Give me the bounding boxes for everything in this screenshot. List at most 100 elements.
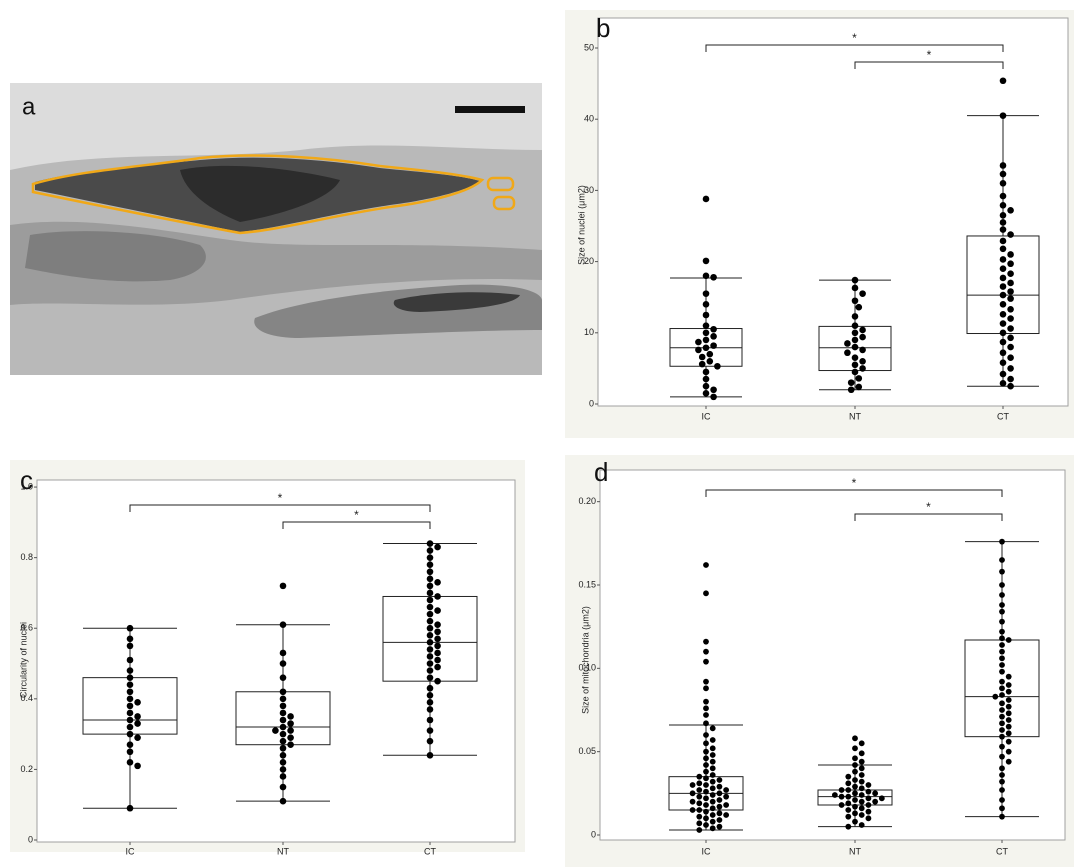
data-point: [703, 762, 709, 768]
data-point: [134, 720, 141, 727]
data-point: [872, 799, 878, 805]
x-tick-label: NT: [849, 411, 861, 421]
data-point: [852, 804, 858, 810]
data-point: [852, 285, 859, 292]
data-point: [703, 649, 709, 655]
data-point: [1006, 724, 1012, 730]
data-point: [859, 792, 865, 798]
data-point: [427, 660, 434, 667]
data-point: [717, 784, 723, 790]
data-point: [1007, 365, 1014, 372]
data-point: [852, 297, 859, 304]
data-point: [999, 805, 1005, 811]
data-point: [127, 703, 134, 710]
data-point: [695, 339, 702, 346]
data-point: [999, 814, 1005, 820]
data-point: [280, 766, 287, 773]
data-point: [1007, 306, 1014, 313]
y-tick-label: 20: [584, 256, 594, 266]
data-point: [427, 717, 434, 724]
data-point: [434, 579, 441, 586]
data-point: [999, 727, 1005, 733]
data-point: [1007, 376, 1014, 383]
data-point: [710, 785, 716, 791]
data-point: [852, 797, 858, 803]
data-point: [280, 660, 287, 667]
data-point: [1000, 359, 1007, 366]
data-point: [710, 333, 717, 340]
data-point: [280, 752, 287, 759]
data-point: [845, 780, 851, 786]
data-point: [703, 659, 709, 665]
data-point: [710, 394, 717, 401]
data-point: [1006, 674, 1012, 680]
data-point: [703, 789, 709, 795]
data-point: [859, 347, 866, 354]
data-point: [872, 790, 878, 796]
data-point: [1000, 330, 1007, 337]
data-point: [434, 607, 441, 614]
significance-label: *: [852, 31, 857, 45]
data-point: [427, 706, 434, 713]
data-point: [866, 802, 872, 808]
page: {"image_panel": {"label": "a"}, "chart_d…: [0, 0, 1074, 867]
data-point: [434, 678, 441, 685]
data-point: [703, 755, 709, 761]
data-point: [999, 557, 1005, 563]
data-point: [999, 539, 1005, 545]
data-point: [717, 804, 723, 810]
data-point: [710, 745, 716, 751]
y-tick-label: 0.20: [578, 496, 596, 506]
data-point: [703, 337, 710, 344]
data-point: [852, 769, 858, 775]
data-point: [866, 782, 872, 788]
data-point: [280, 731, 287, 738]
data-point: [717, 817, 723, 823]
data-point: [127, 731, 134, 738]
scale-bar: [455, 106, 525, 113]
data-point: [703, 301, 710, 308]
data-point: [280, 674, 287, 681]
data-point: [699, 361, 706, 368]
data-point: [287, 727, 294, 734]
data-point: [859, 334, 866, 341]
data-point: [1000, 77, 1007, 84]
data-point: [852, 344, 859, 351]
y-tick-label: 0: [28, 834, 33, 844]
y-tick-label: 0.10: [578, 663, 596, 673]
data-point: [703, 562, 709, 568]
data-point: [999, 714, 1005, 720]
data-point: [280, 583, 287, 590]
data-point: [866, 815, 872, 821]
data-point: [848, 386, 855, 393]
data-point: [717, 790, 723, 796]
data-point: [127, 724, 134, 731]
data-point: [695, 347, 702, 354]
data-point: [703, 720, 709, 726]
y-tick-label: 0.4: [20, 693, 33, 703]
data-point: [703, 802, 709, 808]
y-tick-label: 0: [591, 829, 596, 839]
data-point: [127, 805, 134, 812]
data-point: [434, 636, 441, 643]
data-point: [427, 699, 434, 706]
data-point: [280, 703, 287, 710]
data-point: [859, 785, 865, 791]
data-point: [1000, 371, 1007, 378]
data-point: [703, 740, 709, 746]
x-tick-label: IC: [702, 411, 712, 421]
panel-label: d: [594, 457, 608, 487]
data-point: [999, 649, 1005, 655]
data-point: [272, 727, 279, 734]
data-point: [134, 734, 141, 741]
data-point: [1000, 162, 1007, 169]
data-point: [427, 597, 434, 604]
data-point: [1006, 697, 1012, 703]
data-point: [710, 725, 716, 731]
data-point: [696, 774, 702, 780]
x-tick-label: CT: [997, 411, 1009, 421]
data-point: [710, 779, 716, 785]
data-point: [1000, 256, 1007, 263]
data-point: [999, 707, 1005, 713]
data-point: [434, 621, 441, 628]
